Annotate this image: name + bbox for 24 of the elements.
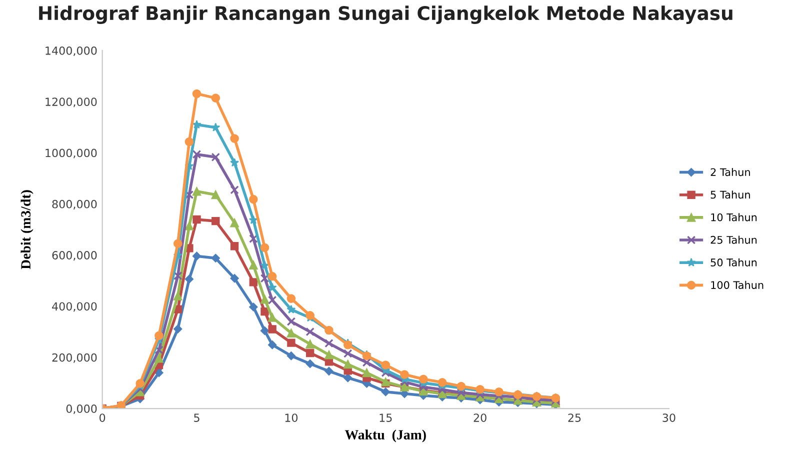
y-axis-title: Debit (m3/dt) [20, 190, 34, 270]
legend-label: 25 Tahun [710, 236, 757, 244]
x-axis-title: Waktu (Jam) [344, 430, 426, 442]
y-tick-label: 1400,000 [46, 46, 97, 56]
x-tick-label: 15 [380, 414, 392, 422]
legend-label: 50 Tahun [710, 258, 757, 266]
y-tick-label: 0,000 [66, 404, 97, 414]
chart-title: Hidrograf Banjir Rancangan Sungai Cijangkelok Metode Nakayasu [39, 6, 732, 24]
x-tick-label: 30 [662, 414, 676, 422]
x-tick-label: 0 [100, 414, 106, 422]
legend-label: 5 Tahun [710, 190, 750, 199]
y-tick-label: 1000,000 [46, 148, 97, 158]
x-tick-label: 25 [568, 414, 581, 422]
y-tick-label: 400,000 [52, 302, 97, 312]
y-tick-label: 800,000 [52, 200, 97, 210]
x-tick-label: 10 [285, 414, 298, 422]
x-tick-label: 20 [474, 414, 486, 422]
y-tick-label: 600,000 [52, 251, 97, 261]
y-tick-label: 1200,000 [46, 98, 97, 108]
y-tick-label: 200,000 [52, 353, 97, 363]
legend-label: 2 Tahun [710, 168, 750, 176]
x-tick-label: 5 [194, 414, 200, 422]
legend-label: 100 Tahun [711, 280, 764, 289]
legend-label: 10 Tahun [711, 213, 757, 222]
